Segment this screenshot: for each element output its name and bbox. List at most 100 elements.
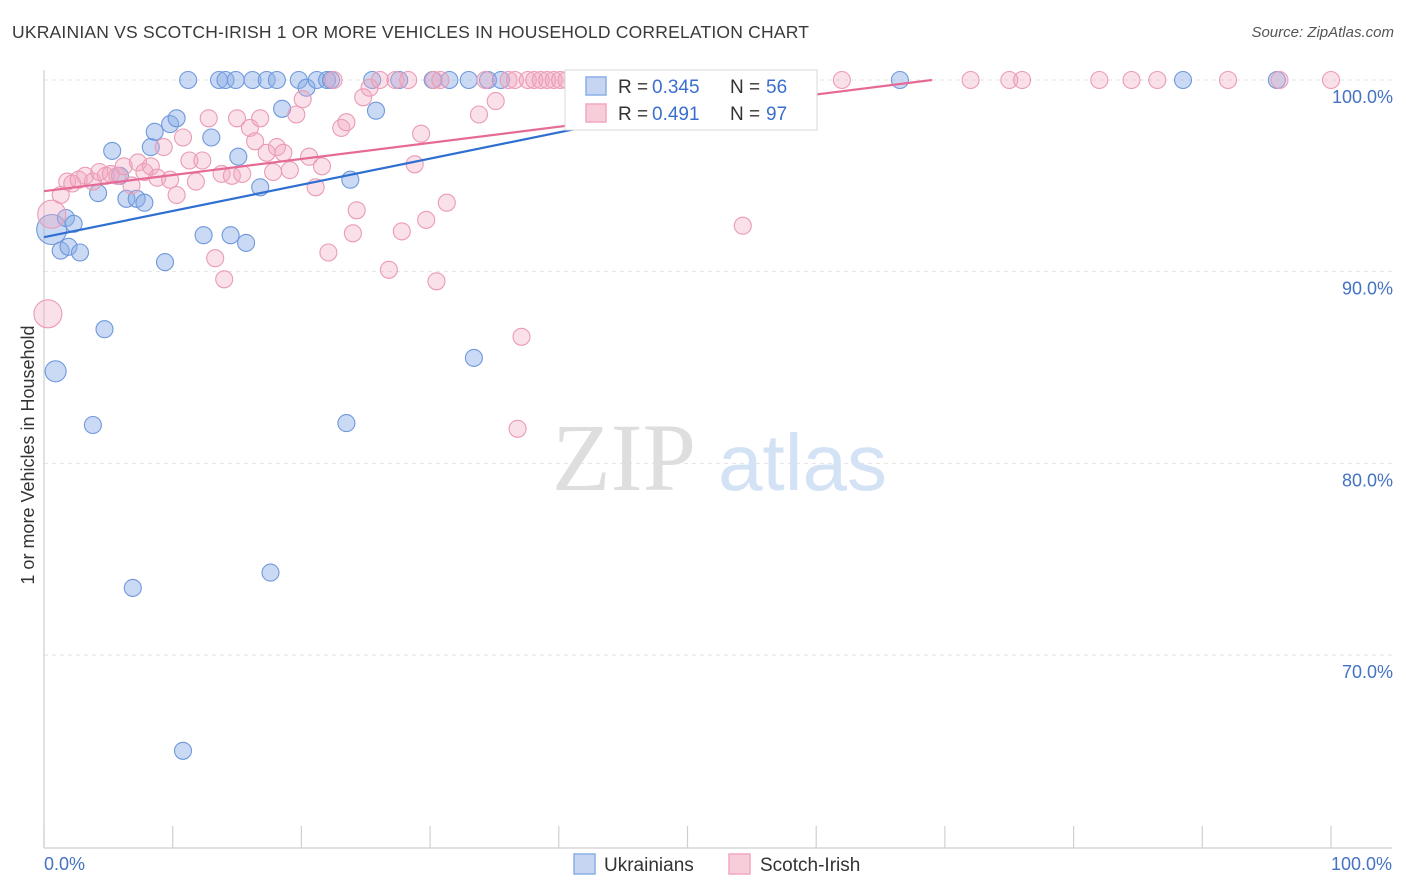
point-ukrainians-13 — [123, 578, 142, 597]
point-scotch-irish-44 — [312, 157, 332, 176]
point-ukrainians-49 — [459, 70, 478, 90]
point-ukrainians-26 — [216, 70, 235, 90]
point-scotch-irish-52 — [360, 78, 379, 97]
point-scotch-irish-56 — [392, 222, 411, 241]
point-ukrainians-37 — [289, 70, 308, 90]
point-scotch-irish-33 — [246, 132, 265, 151]
point-scotch-irish-23 — [186, 172, 205, 191]
point-scotch-irish-16 — [141, 157, 160, 176]
point-scotch-irish-74 — [544, 70, 563, 90]
point-ukrainians-29 — [229, 147, 248, 166]
point-scotch-irish-26 — [206, 249, 225, 268]
point-ukrainians-15 — [135, 193, 154, 212]
point-scotch-irish-34 — [251, 109, 270, 128]
point-scotch-irish-48 — [337, 113, 356, 132]
point-scotch-irish-18 — [154, 138, 173, 157]
point-scotch-irish-38 — [274, 143, 293, 162]
legend-r-value-scotch-irish: 0.491 — [652, 104, 700, 125]
legend-frame — [564, 69, 818, 131]
point-ukrainians-20 — [167, 109, 186, 128]
y-tick-label-90: 90.0% — [1342, 279, 1393, 299]
point-scotch-irish-88 — [961, 70, 980, 90]
legend-n-value-ukrainians: 56 — [766, 77, 787, 98]
point-ukrainians-38 — [297, 78, 316, 97]
point-scotch-irish-54 — [379, 260, 398, 279]
point-scotch-irish-30 — [227, 109, 247, 128]
point-scotch-irish-25 — [199, 109, 218, 128]
point-scotch-irish-28 — [215, 270, 234, 289]
point-ukrainians-9 — [95, 320, 114, 339]
point-scotch-irish-97 — [508, 419, 527, 438]
point-ukrainians-31 — [243, 70, 262, 90]
point-scotch-irish-87 — [832, 70, 851, 90]
source-label: Source: ZipAtlas.com — [1251, 24, 1394, 41]
point-ukrainians-12 — [117, 189, 136, 208]
point-ukrainians-42 — [337, 414, 356, 433]
point-scotch-irish-1 — [37, 199, 67, 229]
point-scotch-irish-65 — [476, 70, 495, 90]
point-ukrainians-27 — [221, 226, 240, 245]
y-tick-label-80: 80.0% — [1342, 470, 1393, 490]
point-ukrainians-18 — [155, 253, 175, 272]
y-tick-label-100: 100.0% — [1332, 87, 1393, 107]
point-ukrainians-1 — [44, 360, 67, 383]
point-scotch-irish-24 — [193, 151, 212, 170]
point-scotch-irish-68 — [505, 70, 525, 90]
legend-r-label-ukrainians: R = — [618, 77, 648, 98]
bottom-legend: Ukrainians Scotch-Irish — [573, 853, 860, 876]
point-ukrainians-23 — [194, 226, 213, 245]
point-scotch-irish-36 — [264, 162, 283, 182]
bottom-legend-label-ukrainians: Ukrainians — [604, 855, 694, 876]
point-scotch-irish-96 — [1321, 70, 1341, 90]
point-ukrainians-7 — [83, 415, 102, 435]
point-scotch-irish-49 — [343, 224, 362, 243]
legend-r-value-ukrainians: 0.345 — [652, 77, 700, 98]
point-scotch-irish-11 — [108, 166, 127, 185]
point-ukrainians-21 — [173, 741, 193, 760]
bottom-legend-swatch-scotch-irish — [728, 853, 751, 875]
point-scotch-irish-98 — [427, 272, 446, 291]
point-scotch-irish-55 — [386, 70, 405, 90]
point-scotch-irish-40 — [287, 105, 306, 124]
point-scotch-irish-21 — [173, 128, 193, 147]
legend-box: R = 0.345 N = 56 R = 0.491 N = 97 — [564, 69, 818, 131]
legend-r-label-scotch-irish: R = — [618, 104, 648, 125]
point-scotch-irish-95 — [1270, 70, 1289, 90]
data-points — [33, 70, 1341, 760]
point-scotch-irish-63 — [437, 193, 456, 212]
point-scotch-irish-91 — [1090, 70, 1109, 90]
point-scotch-irish-20 — [167, 185, 186, 205]
point-scotch-irish-90 — [1013, 70, 1032, 90]
point-scotch-irish-45 — [319, 243, 338, 262]
point-scotch-irish-93 — [1148, 70, 1167, 90]
point-scotch-irish-12 — [114, 157, 133, 176]
point-scotch-irish-39 — [280, 161, 299, 180]
point-scotch-irish-67 — [499, 70, 518, 90]
point-ukrainians-54 — [1173, 70, 1193, 90]
point-scotch-irish-69 — [512, 327, 531, 346]
point-scotch-irish-50 — [347, 201, 366, 220]
bottom-legend-label-scotch-irish: Scotch-Irish — [760, 855, 860, 876]
point-scotch-irish-51 — [354, 88, 373, 107]
point-scotch-irish-58 — [405, 155, 424, 174]
point-ukrainians-4 — [59, 237, 78, 256]
point-scotch-irish-0 — [33, 299, 63, 329]
point-scotch-irish-64 — [469, 105, 489, 124]
point-scotch-irish-94 — [1218, 70, 1238, 90]
point-scotch-irish-92 — [1122, 70, 1141, 90]
point-ukrainians-35 — [267, 70, 286, 90]
point-scotch-irish-85 — [733, 216, 752, 235]
x-tick-marks — [43, 826, 1332, 848]
point-ukrainians-10 — [103, 141, 122, 160]
point-scotch-irish-66 — [486, 92, 505, 111]
watermark-atlas: atlas — [718, 418, 887, 507]
legend-n-value-scotch-irish: 97 — [766, 104, 787, 125]
y-tick-label-70: 70.0% — [1342, 662, 1393, 682]
watermark-zip: ZIP — [552, 404, 696, 511]
y-tick-labels: 100.0% 90.0% 80.0% 70.0% — [1332, 87, 1393, 682]
chart-title: UKRAINIAN VS SCOTCH-IRISH 1 OR MORE VEHI… — [12, 22, 810, 42]
point-scotch-irish-41 — [293, 90, 312, 109]
point-scotch-irish-61 — [424, 70, 444, 90]
point-ukrainians-33 — [257, 70, 276, 90]
point-scotch-irish-70 — [518, 70, 537, 90]
